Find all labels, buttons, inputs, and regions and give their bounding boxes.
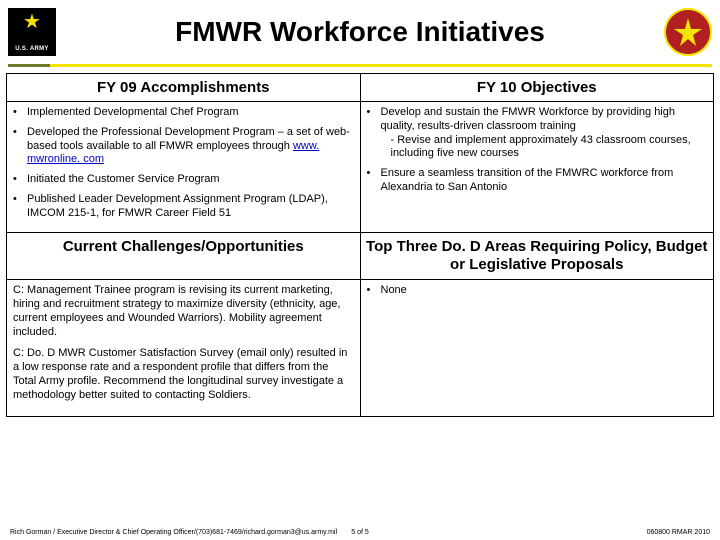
accent-bar — [8, 64, 712, 67]
list-item: •Ensure a seamless transition of the FMW… — [367, 167, 708, 195]
heading-fy10: FY 10 Objectives — [360, 74, 714, 102]
list-item: • Develop and sustain the FMWR Workforce… — [367, 106, 708, 161]
army-logo-text: U.S. ARMY — [8, 46, 56, 52]
challenge-para: C: Management Trainee program is revisin… — [13, 284, 354, 339]
cell-fy10-body: • Develop and sustain the FMWR Workforce… — [360, 102, 714, 233]
cell-challenges-body: C: Management Trainee program is revisin… — [7, 280, 361, 417]
slide-header: ★ U.S. ARMY FMWR Workforce Initiatives — [0, 0, 720, 64]
star-icon: ★ — [23, 12, 41, 32]
imcom-seal — [664, 8, 712, 56]
list-item: •Initiated the Customer Service Program — [13, 173, 354, 187]
content-table: FY 09 Accomplishments FY 10 Objectives •… — [6, 73, 714, 417]
heading-challenges: Current Challenges/Opportunities — [7, 233, 361, 280]
slide-title: FMWR Workforce Initiatives — [68, 16, 652, 48]
list-item: •Published Leader Development Assignment… — [13, 193, 354, 221]
cell-fy09-body: •Implemented Developmental Chef Program … — [7, 102, 361, 233]
list-item: •Developed the Professional Development … — [13, 126, 354, 167]
us-army-logo: ★ U.S. ARMY — [8, 8, 56, 56]
slide-footer: Rich Gorman / Executive Director & Chief… — [0, 529, 720, 536]
heading-dod-areas: Top Three Do. D Areas Requiring Policy, … — [360, 233, 714, 280]
footer-page-number: 5 of 5 — [351, 529, 369, 536]
list-item: •Implemented Developmental Chef Program — [13, 106, 354, 120]
list-item: •None — [367, 284, 708, 298]
fy10-bullet-list: • Develop and sustain the FMWR Workforce… — [367, 106, 708, 195]
fy09-bullet-list: •Implemented Developmental Chef Program … — [13, 106, 354, 220]
footer-date-code: 060800 RMAR 2010 — [647, 529, 710, 536]
challenge-para: C: Do. D MWR Customer Satisfaction Surve… — [13, 347, 354, 402]
heading-fy09: FY 09 Accomplishments — [7, 74, 361, 102]
footer-author: Rich Gorman / Executive Director & Chief… — [10, 529, 337, 536]
cell-dod-body: •None — [360, 280, 714, 417]
